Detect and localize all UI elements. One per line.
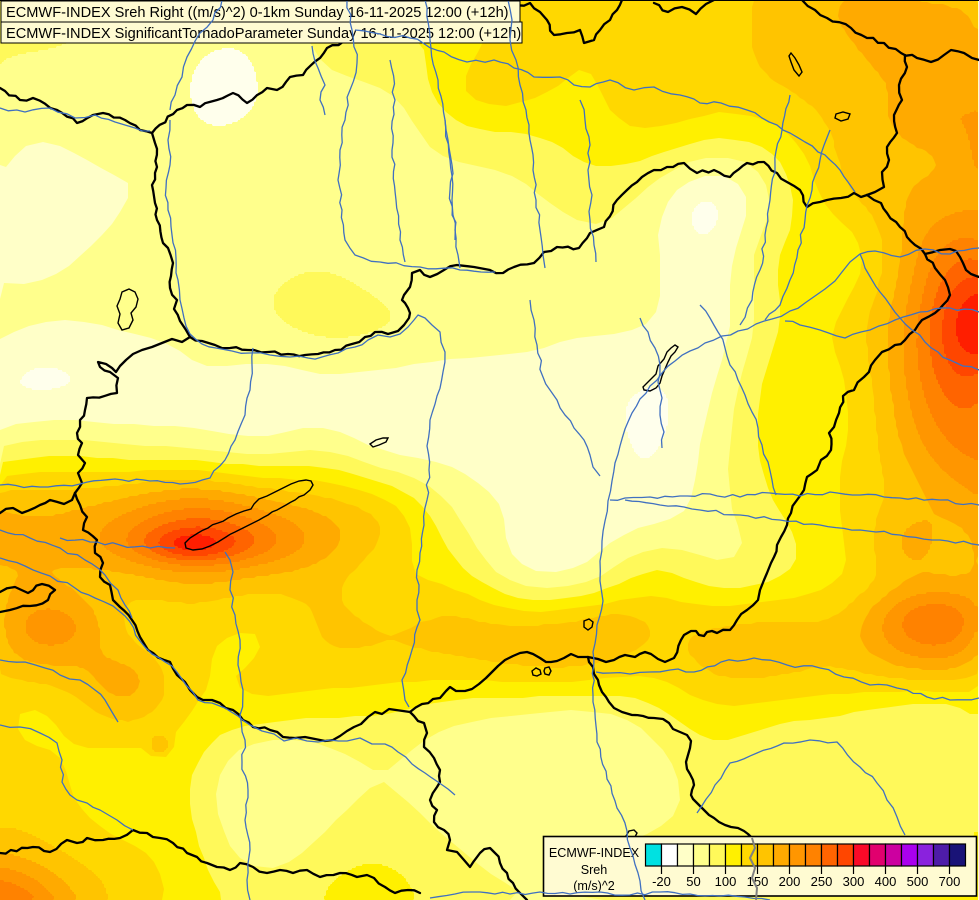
svg-text:ECMWF-INDEX Sreh Right ((m/s)^: ECMWF-INDEX Sreh Right ((m/s)^2) 0-1km S… bbox=[6, 5, 509, 21]
svg-text:500: 500 bbox=[907, 874, 929, 889]
svg-text:50: 50 bbox=[686, 874, 700, 889]
svg-text:ECMWF-INDEX SignificantTornado: ECMWF-INDEX SignificantTornadoParameter … bbox=[6, 26, 521, 42]
svg-text:200: 200 bbox=[779, 874, 801, 889]
svg-text:-20: -20 bbox=[652, 874, 671, 889]
svg-text:(m/s)^2: (m/s)^2 bbox=[573, 879, 615, 893]
svg-text:100: 100 bbox=[715, 874, 737, 889]
svg-text:ECMWF-INDEX: ECMWF-INDEX bbox=[549, 846, 640, 860]
svg-text:300: 300 bbox=[843, 874, 865, 889]
svg-text:400: 400 bbox=[875, 874, 897, 889]
svg-text:700: 700 bbox=[939, 874, 961, 889]
svg-text:250: 250 bbox=[811, 874, 833, 889]
svg-text:Sreh: Sreh bbox=[581, 863, 608, 877]
svg-text:150: 150 bbox=[747, 874, 769, 889]
